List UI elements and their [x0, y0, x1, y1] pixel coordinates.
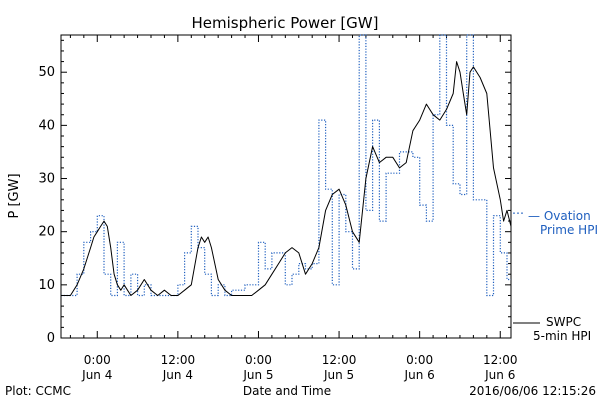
plot-frame [60, 34, 512, 339]
plot-timestamp: 2016/06/06 12:15:26 [469, 384, 596, 398]
x-tick-label: 0:00 [406, 353, 433, 367]
legend-swpc-line1: SWPC [546, 315, 581, 329]
x-tick-date: Jun 4 [81, 368, 112, 382]
y-tick-label: 40 [38, 118, 55, 133]
x-tick-label: 12:00 [483, 353, 518, 367]
series-swpc-line [61, 61, 512, 296]
x-tick-date: Jun 6 [484, 368, 515, 382]
y-tick-label: 50 [38, 65, 55, 80]
series-ovation-line [61, 34, 511, 297]
legend-ovation-line2: Prime HPI [540, 223, 598, 237]
x-tick-date: Jun 4 [162, 368, 193, 382]
y-tick-label: 0 [47, 331, 55, 346]
y-tick-label: 30 [38, 172, 55, 187]
chart-title: Hemispheric Power [GW] [192, 14, 379, 32]
x-tick-label: 12:00 [322, 353, 357, 367]
x-tick-label: 0:00 [84, 353, 111, 367]
y-tick-label: 10 [38, 278, 55, 293]
x-tick-label: 0:00 [245, 353, 272, 367]
series-layer [61, 34, 525, 297]
x-axis-label: Date and Time [243, 384, 331, 398]
legend-ovation-line1: — Ovation [528, 209, 591, 223]
legend-swpc-line2: 5-min HPI [533, 329, 591, 343]
y-axis-label: P [GW] [7, 173, 22, 218]
x-tick-date: Jun 6 [404, 368, 435, 382]
y-ticks: 0 10 20 30 40 50 [38, 39, 511, 346]
y-tick-label: 20 [38, 225, 55, 240]
x-tick-label: 12:00 [161, 353, 196, 367]
x-tick-date: Jun 5 [323, 368, 354, 382]
plot-credit: Plot: CCMC [5, 384, 71, 398]
x-tick-date: Jun 5 [242, 368, 273, 382]
